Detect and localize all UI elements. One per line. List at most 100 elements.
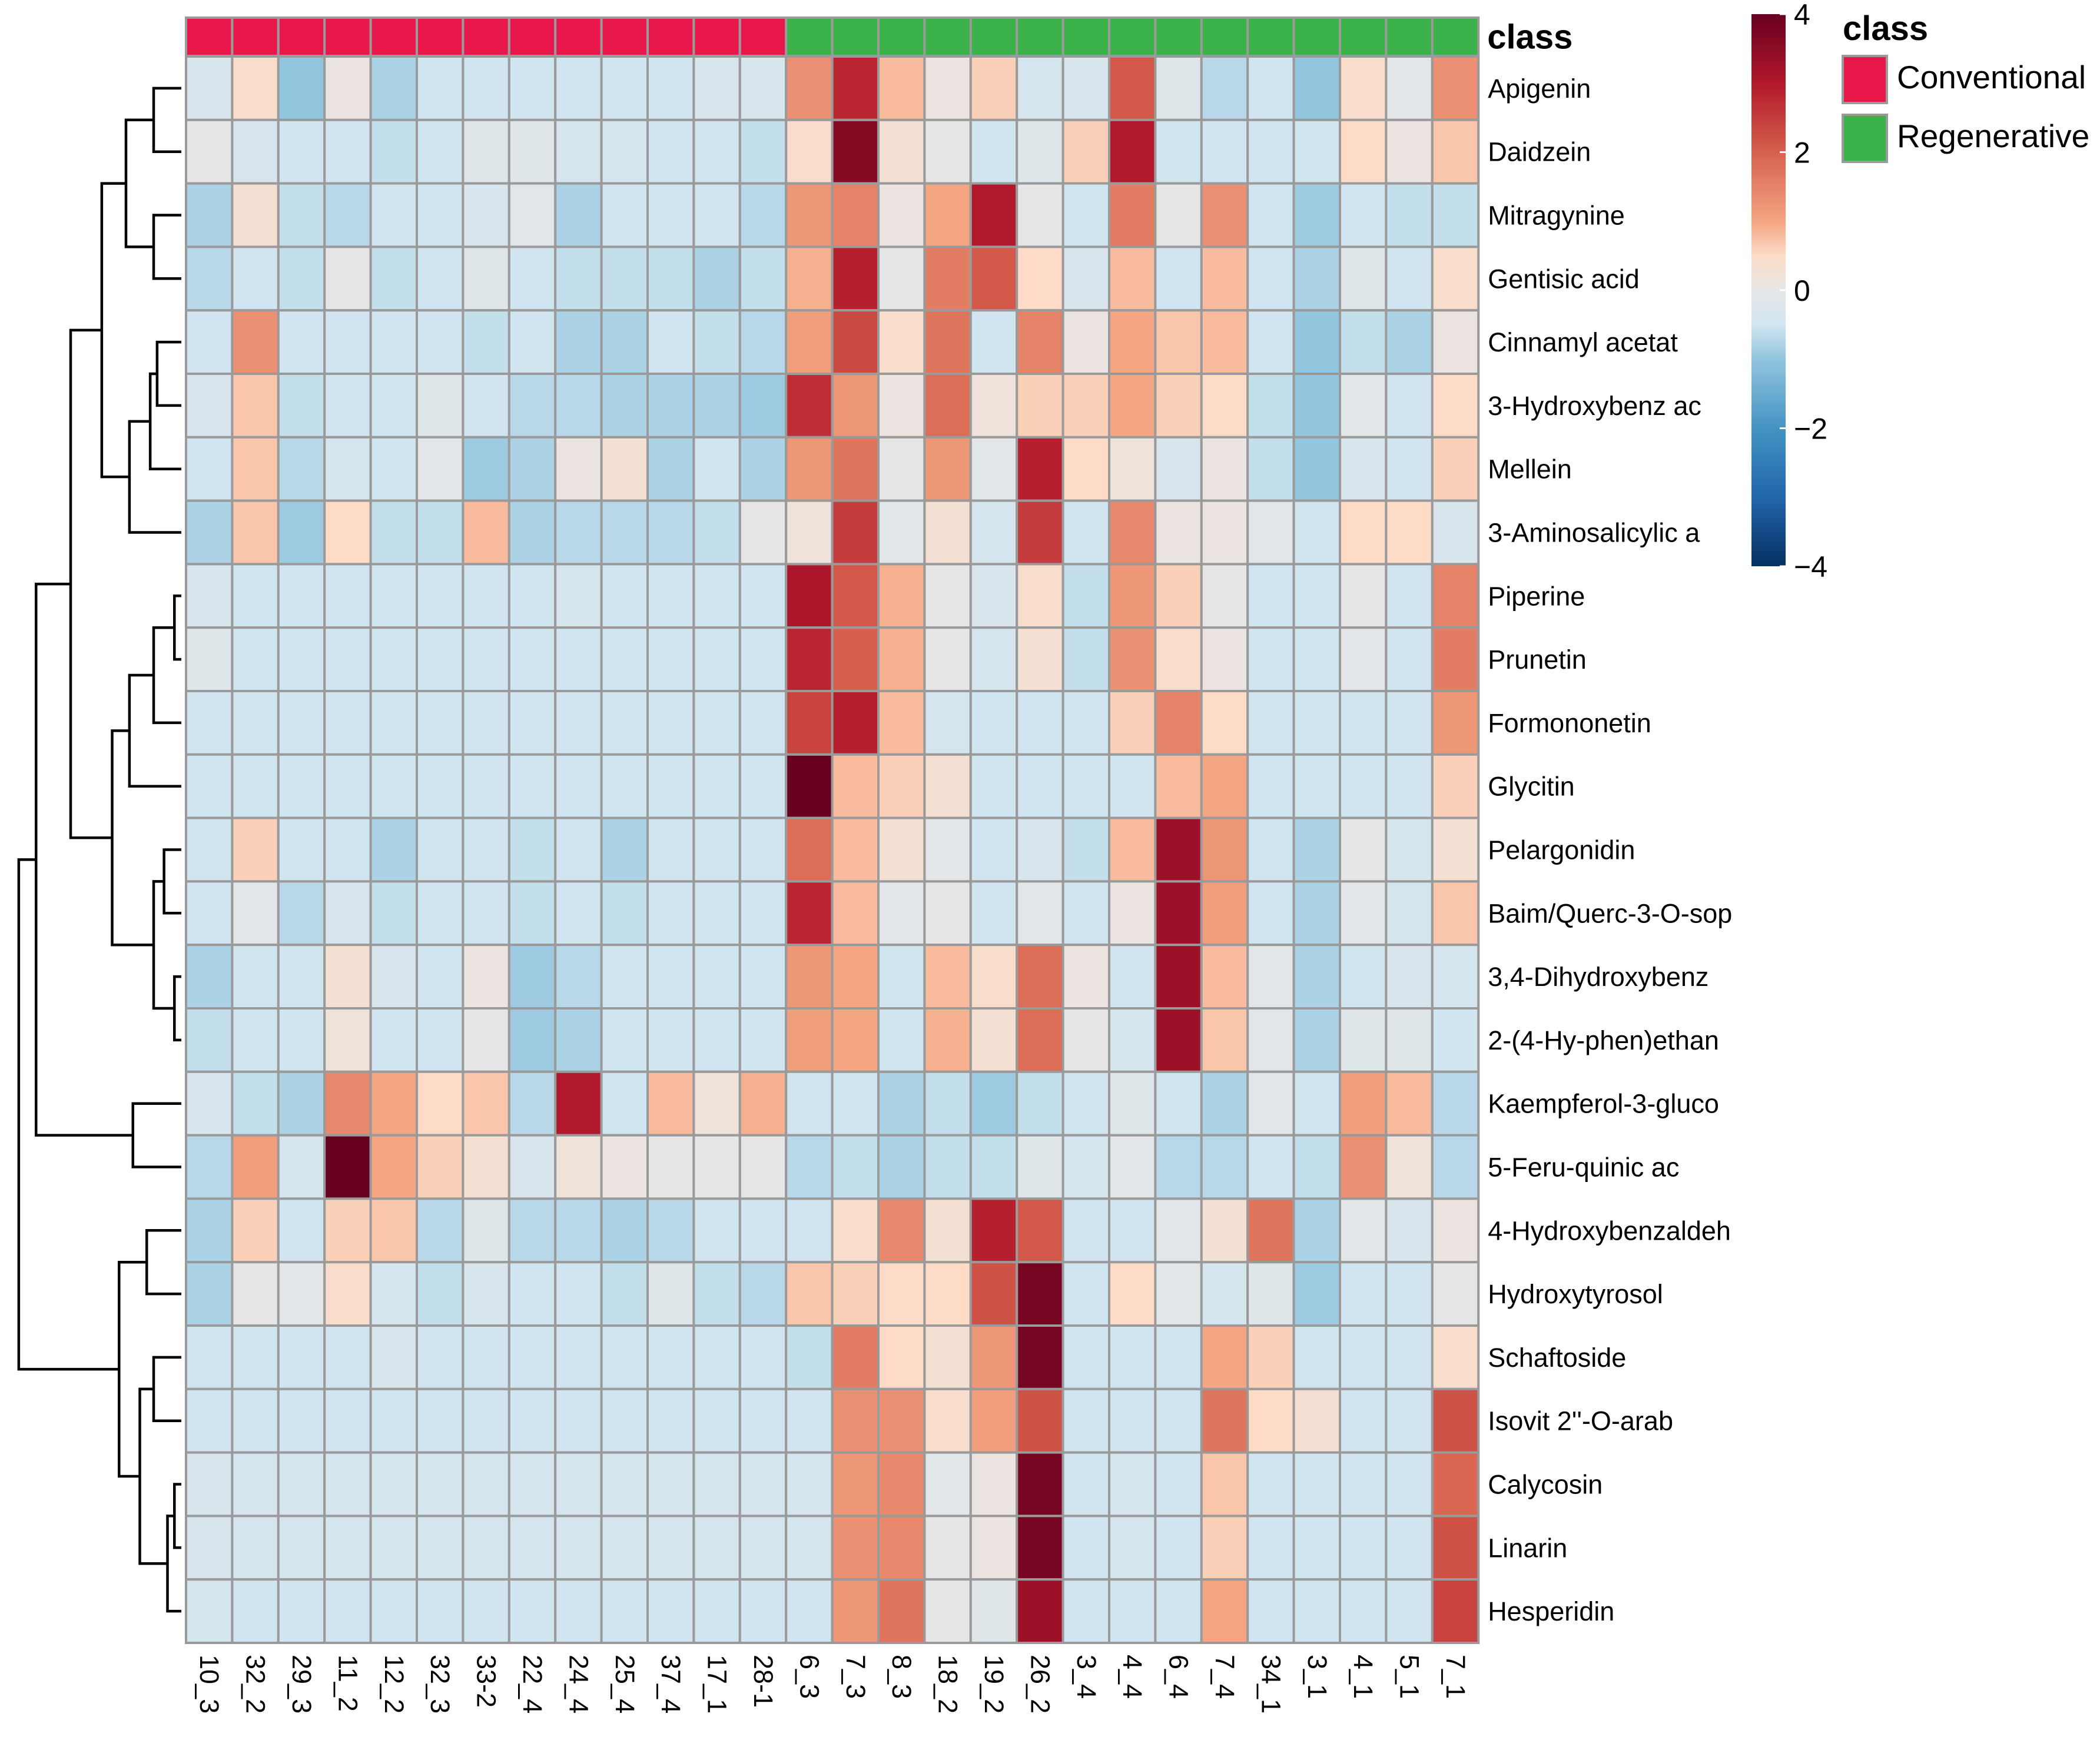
heatmap-cell <box>507 55 557 121</box>
heatmap-cell <box>1108 626 1157 692</box>
heatmap-cell <box>462 1134 510 1200</box>
heatmap-cell <box>646 1387 695 1454</box>
heatmap-cell <box>185 1197 234 1264</box>
heatmap-cell <box>1016 1515 1064 1581</box>
heatmap-cell <box>185 1387 234 1454</box>
heatmap-cell <box>507 944 557 1010</box>
heatmap-cell <box>692 880 741 947</box>
heatmap-cell <box>1061 1197 1110 1264</box>
heatmap-cell <box>1154 1578 1203 1644</box>
heatmap-cell <box>646 1324 695 1390</box>
heatmap-cell <box>462 1007 510 1073</box>
heatmap-cell <box>1154 626 1203 692</box>
color-bar-tick-label: 4 <box>1794 0 1810 31</box>
heatmap-cell <box>1108 1578 1157 1644</box>
heatmap-cell <box>600 1007 649 1073</box>
heatmap-cell <box>323 373 372 439</box>
heatmap-cell <box>1061 753 1110 819</box>
heatmap-cell <box>923 245 972 312</box>
heatmap-cell <box>277 55 326 121</box>
heatmap-cell <box>185 118 234 185</box>
heatmap-cell <box>692 944 741 1010</box>
row-label: Isovit 2''-O-arab <box>1488 1406 1673 1436</box>
heatmap-cell <box>600 816 649 883</box>
dendrogram-branch <box>111 729 154 947</box>
heatmap-cell <box>923 1134 972 1200</box>
heatmap-cell <box>877 309 926 376</box>
heatmap-cell <box>1200 944 1249 1010</box>
heatmap-cell <box>323 1197 372 1264</box>
heatmap-cell <box>1292 309 1342 376</box>
heatmap-cell <box>1339 1578 1388 1644</box>
heatmap-cell <box>1061 309 1110 376</box>
heatmap-cell <box>1246 245 1295 312</box>
heatmap-cell <box>969 1578 1019 1644</box>
heatmap-cell <box>646 55 695 121</box>
heatmap-cell <box>369 1324 418 1390</box>
heatmap-cell <box>323 753 372 819</box>
heatmap-cell <box>1200 436 1249 502</box>
heatmap-cell <box>831 182 880 248</box>
heatmap-cell <box>1154 1007 1203 1073</box>
heatmap-cell <box>738 1387 788 1454</box>
heatmap-cell <box>507 1451 557 1517</box>
heatmap-cell <box>554 1007 603 1073</box>
heatmap-cell <box>1339 1261 1388 1327</box>
heatmap-cell <box>462 436 510 502</box>
heatmap-cell <box>785 499 834 566</box>
heatmap-cell <box>231 1007 280 1073</box>
heatmap-cell <box>277 880 326 947</box>
heatmap-cell <box>1200 1324 1249 1390</box>
heatmap-cell <box>738 1578 788 1644</box>
heatmap-cell <box>1061 1387 1110 1454</box>
heatmap-cell <box>231 1197 280 1264</box>
column-label: 6_3 <box>794 1655 824 1699</box>
heatmap-cell <box>277 373 326 439</box>
heatmap-cell <box>323 1324 372 1390</box>
heatmap-cell <box>923 373 972 439</box>
class-cell <box>507 16 557 57</box>
heatmap-cell <box>507 118 557 185</box>
heatmap-cell <box>1016 753 1064 819</box>
heatmap-cell <box>1385 499 1434 566</box>
heatmap-cell <box>323 436 372 502</box>
heatmap-cell <box>1385 563 1434 629</box>
heatmap-cell <box>369 1070 418 1137</box>
heatmap-cell <box>969 626 1019 692</box>
heatmap-cell <box>1385 1578 1434 1644</box>
heatmap-cell <box>1385 1451 1434 1517</box>
heatmap-cell <box>507 626 557 692</box>
heatmap-cell <box>1292 55 1342 121</box>
heatmap-cell <box>877 944 926 1010</box>
heatmap-cell <box>831 690 880 756</box>
heatmap-cell <box>738 1007 788 1073</box>
heatmap-cell <box>738 1070 788 1137</box>
color-scale-legend: 4 2 0 −2 −4 <box>1751 0 1827 583</box>
heatmap-cell <box>554 944 603 1010</box>
column-label: 25_4 <box>610 1655 640 1714</box>
row-label: 3,4-Dihydroxybenz <box>1488 962 1708 992</box>
heatmap-cell <box>1385 944 1434 1010</box>
heatmap-cell <box>785 55 834 121</box>
heatmap-cell <box>785 880 834 947</box>
heatmap-cell <box>1292 563 1342 629</box>
heatmap-cell <box>738 309 788 376</box>
heatmap-cell <box>185 1578 234 1644</box>
heatmap-cell <box>1154 1197 1203 1264</box>
column-labels: 10_3 32_2 29_3 11_2 12_2 32_3 33-2 22_4 24_4 25_4… <box>194 1655 1471 1714</box>
heatmap-cell <box>1431 309 1480 376</box>
heatmap-cell <box>462 1324 510 1390</box>
heatmap-cell <box>1016 118 1064 185</box>
heatmap-cell <box>1061 1261 1110 1327</box>
heatmap-cell <box>323 944 372 1010</box>
heatmap-cell <box>600 182 649 248</box>
heatmap-cell <box>507 1134 557 1200</box>
heatmap-cell <box>1061 55 1110 121</box>
heatmap-cell <box>1292 1578 1342 1644</box>
row-label: Baim/Querc-3-O-sop <box>1488 898 1732 928</box>
heatmap-cell <box>277 1515 326 1581</box>
class-cell <box>1108 16 1157 57</box>
heatmap-cell <box>369 55 418 121</box>
row-label: Calycosin <box>1488 1470 1603 1500</box>
